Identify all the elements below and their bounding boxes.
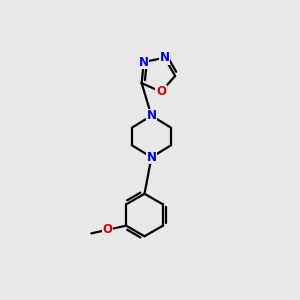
Text: O: O — [103, 223, 112, 236]
Text: O: O — [156, 85, 166, 98]
Text: N: N — [146, 109, 156, 122]
Text: N: N — [146, 151, 156, 164]
Text: N: N — [160, 51, 170, 64]
Text: N: N — [139, 56, 149, 69]
